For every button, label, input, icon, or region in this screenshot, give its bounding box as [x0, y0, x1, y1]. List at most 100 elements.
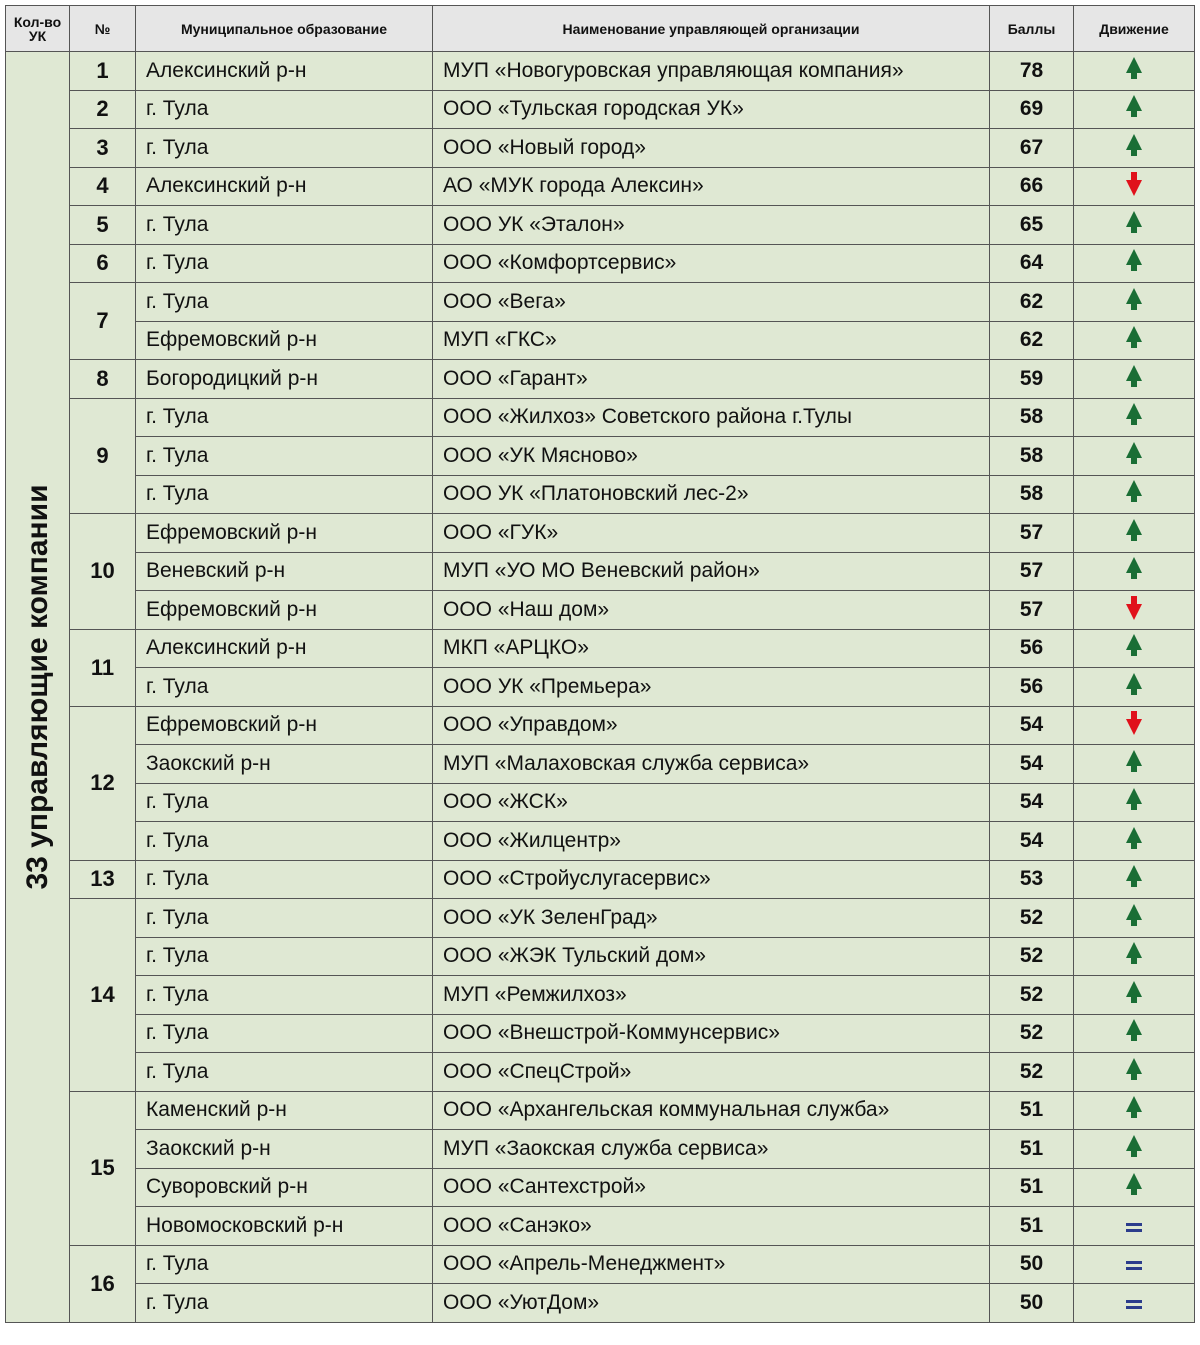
- table-row: 2 г. Тула ООО «Тульская городская УК» 69: [6, 89, 1195, 129]
- movement-cell: [1073, 436, 1195, 476]
- municipality-cell: Веневский р-н: [135, 551, 433, 591]
- organization-cell: ООО «Архангельская коммунальная служба»: [432, 1090, 990, 1130]
- municipality-cell: г. Тула: [135, 782, 433, 822]
- municipality-cell: г. Тула: [135, 282, 433, 322]
- organization-cell: ООО УК «Премьера»: [432, 667, 990, 707]
- table-row: 7 г. Тула ООО «Вега» 62: [6, 282, 1195, 360]
- movement-cell: [1073, 551, 1195, 591]
- arrow-up-icon: [1126, 249, 1142, 272]
- table-row: 8 Богородицкий р-н ООО «Гарант» 59: [6, 359, 1195, 399]
- municipality-cell: г. Тула: [135, 243, 433, 283]
- municipality-cell: г. Тула: [135, 821, 433, 861]
- municipality-cell: г. Тула: [135, 1283, 433, 1323]
- score-cell: 52: [989, 936, 1074, 976]
- table-row: г. Тула ООО «УютДом» 50: [6, 1283, 1195, 1323]
- municipality-cell: Каменский р-н: [135, 1090, 433, 1130]
- rank-cell: 6: [69, 243, 136, 283]
- organization-cell: ООО «Новый город»: [432, 128, 990, 168]
- movement-cell: [1073, 821, 1195, 861]
- table-row: г. Тула ООО «Жилцентр» 54: [6, 821, 1195, 861]
- municipality-cell: г. Тула: [135, 1052, 433, 1092]
- rank-cell: 8: [69, 359, 136, 399]
- movement-cell: [1073, 590, 1195, 630]
- score-cell: 69: [989, 89, 1074, 129]
- table-row: 6 г. Тула ООО «Комфортсервис» 64: [6, 243, 1195, 283]
- score-cell: 62: [989, 282, 1074, 322]
- organization-cell: ООО «УК ЗеленГрад»: [432, 898, 990, 938]
- arrow-up-icon: [1126, 518, 1142, 541]
- organization-cell: МУП «Ремжилхоз»: [432, 975, 990, 1015]
- municipality-cell: Ефремовский р-н: [135, 590, 433, 630]
- organization-cell: ООО «Жилцентр»: [432, 821, 990, 861]
- arrow-up-icon: [1126, 1019, 1142, 1042]
- arrow-up-icon: [1126, 1057, 1142, 1080]
- score-cell: 51: [989, 1206, 1074, 1246]
- rank-cell: 3: [69, 128, 136, 168]
- table-row: Суворовский р-н ООО «Сантехстрой» 51: [6, 1167, 1195, 1207]
- organization-cell: ООО «Стройуслугасервис»: [432, 859, 990, 899]
- movement-cell: [1073, 975, 1195, 1015]
- table-row: г. Тула ООО «ЖСК» 54: [6, 782, 1195, 822]
- organization-cell: МУП «Заокская служба сервиса»: [432, 1129, 990, 1169]
- movement-cell: [1073, 513, 1195, 553]
- equals-icon: [1126, 1299, 1142, 1309]
- rank-cell: 16: [69, 1244, 136, 1323]
- table-row: г. Тула ООО «Внешстрой-Коммунсервис» 52: [6, 1013, 1195, 1053]
- score-cell: 50: [989, 1283, 1074, 1323]
- organization-cell: ООО «Комфортсервис»: [432, 243, 990, 283]
- arrow-up-icon: [1126, 364, 1142, 387]
- score-cell: 51: [989, 1167, 1074, 1207]
- side-label-cell: 33 управляющие компании: [5, 51, 70, 1323]
- header-movement: Движение: [1073, 5, 1195, 52]
- equals-icon: [1126, 1261, 1142, 1271]
- rank-cell: 12: [69, 705, 136, 861]
- arrow-down-icon: [1126, 595, 1142, 620]
- organization-cell: МУП «Малаховская служба сервиса»: [432, 744, 990, 784]
- rank-cell: 14: [69, 898, 136, 1092]
- municipality-cell: г. Тула: [135, 898, 433, 938]
- movement-cell: [1073, 359, 1195, 399]
- score-cell: 62: [989, 320, 1074, 360]
- header-num: №: [69, 5, 136, 52]
- rank-cell: 1: [69, 51, 136, 91]
- rank-cell: 15: [69, 1090, 136, 1246]
- municipality-cell: Алексинский р-н: [135, 51, 433, 91]
- movement-cell: [1073, 667, 1195, 707]
- table-row: 12 Ефремовский р-н ООО «Управдом» 54: [6, 705, 1195, 861]
- municipality-cell: г. Тула: [135, 975, 433, 1015]
- municipality-cell: г. Тула: [135, 128, 433, 168]
- organization-cell: ООО «Гарант»: [432, 359, 990, 399]
- organization-cell: ООО «УютДом»: [432, 1283, 990, 1323]
- arrow-up-icon: [1126, 56, 1142, 79]
- organization-cell: ООО «Наш дом»: [432, 590, 990, 630]
- arrow-up-icon: [1126, 749, 1142, 772]
- rank-cell: 2: [69, 89, 136, 129]
- arrow-up-icon: [1126, 403, 1142, 426]
- table-row: Заокский р-н МУП «Заокская служба сервиса…: [6, 1129, 1195, 1169]
- table-row: Ефремовский р-н МУП «ГКС» 62: [6, 320, 1195, 360]
- score-cell: 59: [989, 359, 1074, 399]
- movement-cell: [1073, 166, 1195, 206]
- arrow-up-icon: [1126, 826, 1142, 849]
- movement-cell: [1073, 1206, 1195, 1246]
- arrow-up-icon: [1126, 634, 1142, 657]
- header-row: Кол-во УК № Муниципальное образование На…: [5, 5, 1195, 52]
- municipality-cell: г. Тула: [135, 89, 433, 129]
- side-label: 33 управляющие компании: [20, 484, 54, 890]
- organization-cell: ООО «СпецСтрой»: [432, 1052, 990, 1092]
- score-cell: 57: [989, 513, 1074, 553]
- municipality-cell: г. Тула: [135, 1013, 433, 1053]
- movement-cell: [1073, 1283, 1195, 1323]
- organization-cell: ООО «Вега»: [432, 282, 990, 322]
- arrow-up-icon: [1126, 865, 1142, 888]
- organization-cell: МУП «Новогуровская управляющая компания»: [432, 51, 990, 91]
- movement-cell: [1073, 474, 1195, 514]
- movement-cell: [1073, 320, 1195, 360]
- header-score: Баллы: [989, 5, 1074, 52]
- movement-cell: [1073, 936, 1195, 976]
- municipality-cell: г. Тула: [135, 397, 433, 437]
- score-cell: 58: [989, 436, 1074, 476]
- score-cell: 52: [989, 975, 1074, 1015]
- municipality-cell: Алексинский р-н: [135, 628, 433, 668]
- movement-cell: [1073, 782, 1195, 822]
